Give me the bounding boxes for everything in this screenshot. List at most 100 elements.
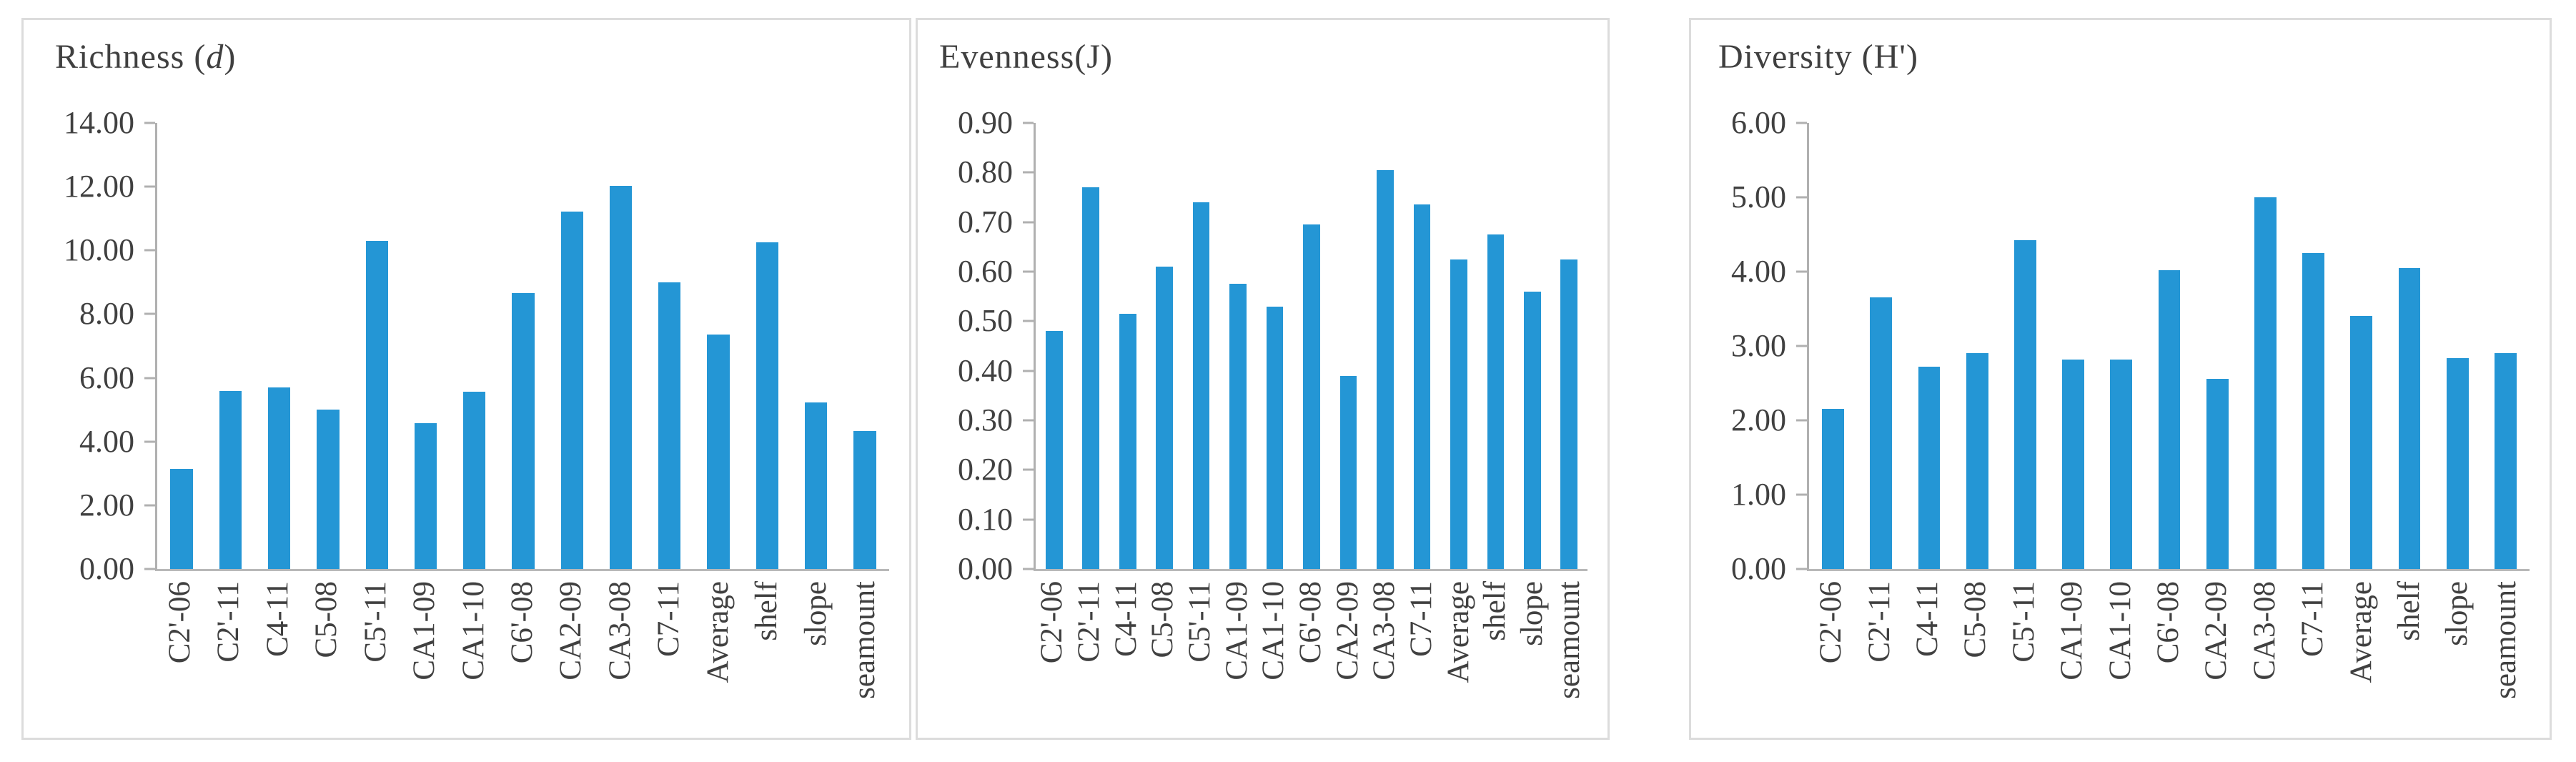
- x-axis-label: C7-11: [2296, 581, 2330, 657]
- plot-area: 0.00 1.00 2.00 3.00 4.00 5.00 6.00: [1731, 107, 2530, 585]
- x-label-slot: CA2-09: [2192, 571, 2240, 732]
- x-label-slot: C5'-11: [2000, 571, 2048, 732]
- x-label-slot: C4-11: [253, 571, 302, 732]
- bar-slot: [157, 123, 206, 569]
- y-axis-tick: [1023, 568, 1034, 570]
- bar-Average: [1450, 259, 1467, 569]
- y-axis-tick-label: 4.00: [1731, 254, 1786, 289]
- y-axis-tick: [1023, 419, 1034, 422]
- y-axis-tick: [1023, 468, 1034, 471]
- x-axis-label: C5-08: [1146, 581, 1180, 658]
- x-axis-label: C2'-06: [1814, 581, 1848, 664]
- x-label-slot: C6'-08: [497, 571, 546, 732]
- x-label-slot: shelf: [743, 571, 791, 732]
- x-axis-label: C4-11: [260, 581, 294, 657]
- bar-slot: [2145, 123, 2193, 569]
- bar-slot: [2097, 123, 2145, 569]
- bar-CA2-09: [2206, 378, 2229, 569]
- y-axis-tick-label: 0.00: [1731, 551, 1786, 586]
- x-axis-label: C2'-11: [1072, 581, 1106, 663]
- evenness-chart-title: Evenness(J): [939, 37, 1113, 76]
- bar-slot: [304, 123, 352, 569]
- x-label-slot: C2'-11: [1071, 571, 1108, 732]
- x-axis-label: C7-11: [1405, 581, 1439, 657]
- bar-slope: [1523, 291, 1541, 569]
- bar-slot: [1219, 123, 1256, 569]
- bar-shelf: [1487, 234, 1505, 569]
- y-axis-tick-label: 10.00: [64, 232, 134, 268]
- bar-CA1-10: [463, 391, 486, 569]
- bar-C2'-11: [1082, 187, 1100, 569]
- x-axis-label: Average: [700, 581, 735, 683]
- bar-slot: [596, 123, 645, 569]
- x-axis-label: shelf: [1478, 581, 1512, 641]
- bar-slot: [791, 123, 840, 569]
- bar-C7-11: [2302, 253, 2325, 569]
- x-label-slot: CA3-08: [2241, 571, 2289, 732]
- y-axis-tick-label: 0.20: [958, 452, 1013, 488]
- bar-seamount: [853, 431, 876, 569]
- y-axis-tick: [144, 312, 155, 315]
- title-italic-text: d: [206, 38, 224, 76]
- x-label-slot: CA1-09: [400, 571, 448, 732]
- bar-slot: [1036, 123, 1072, 569]
- evenness-chart-panel: Evenness(J) 0.00 0.10 0.20 0.30 0.40 0.50 0.60…: [916, 18, 1610, 740]
- x-axis-label: shelf: [750, 581, 784, 641]
- y-axis-tick-label: 2.00: [79, 487, 134, 523]
- bar-C4-11: [1918, 367, 1941, 569]
- x-label-slot: seamount: [2482, 571, 2530, 732]
- x-label-slot: Average: [693, 571, 742, 732]
- bar-slot: [2241, 123, 2289, 569]
- plot-area: 0.00 2.00 4.00 6.00 8.00 10.00 12.00 14.00: [64, 107, 889, 585]
- x-label-slot: CA1-10: [449, 571, 497, 732]
- x-label-slot: shelf: [1477, 571, 1514, 732]
- x-axis-label: slope: [798, 581, 833, 646]
- y-axis-tick: [1023, 270, 1034, 273]
- bar-slot: [1440, 123, 1477, 569]
- bar-slot: [2001, 123, 2049, 569]
- bar-slot: [1551, 123, 1587, 569]
- bar-slot: [1183, 123, 1219, 569]
- bar-slot: [1330, 123, 1367, 569]
- y-axis-tick-label: 0.40: [958, 352, 1013, 388]
- richness-chart-title: Richness (d): [55, 37, 236, 76]
- bar-slot: [743, 123, 791, 569]
- bar-C2'-06: [1045, 331, 1063, 569]
- bar-C7-11: [658, 282, 681, 569]
- x-label-slot: C4-11: [1903, 571, 1951, 732]
- bar-C5-08: [1156, 267, 1173, 569]
- bar-slot: [1404, 123, 1440, 569]
- x-axis-label: Average: [1441, 581, 1475, 683]
- y-axis-tick-label: 0.90: [958, 105, 1013, 140]
- y-axis-tick: [1023, 122, 1034, 124]
- bar-shelf: [756, 242, 779, 569]
- bar-C2'-11: [219, 391, 242, 569]
- plot-area: 0.00 0.10 0.20 0.30 0.40 0.50 0.60 0.70 0.80 0.90: [958, 107, 1587, 585]
- x-axis-label: slope: [1515, 581, 1550, 646]
- diversity-chart-title: Diversity (H'): [1718, 37, 1918, 76]
- bars-container: [1809, 123, 2530, 569]
- bar-slot: [2434, 123, 2482, 569]
- x-axis-label: CA2-09: [554, 581, 588, 681]
- bar-slot: [450, 123, 499, 569]
- x-label-slot: C7-11: [2289, 571, 2337, 732]
- bar-CA1-10: [2110, 359, 2133, 569]
- bar-slope: [804, 402, 828, 569]
- y-axis-tick: [1796, 493, 1807, 496]
- x-axis-label: CA2-09: [1330, 581, 1364, 681]
- x-axis-label: CA1-09: [1219, 581, 1254, 681]
- bar-slope: [2446, 357, 2469, 569]
- y-axis-tick: [1796, 196, 1807, 199]
- x-label-slot: C5'-11: [1182, 571, 1219, 732]
- y-axis-tick: [1796, 568, 1807, 570]
- y-axis-tick-label: 6.00: [79, 360, 134, 395]
- bar-slot: [352, 123, 401, 569]
- title-text: ): [224, 38, 237, 76]
- y-axis-tick-label: 0.50: [958, 303, 1013, 339]
- x-axis-label: CA1-09: [407, 581, 442, 681]
- x-axis-label: C6'-08: [2151, 581, 2186, 664]
- y-axis-tick-label: 6.00: [1731, 105, 1786, 140]
- y-axis-tick-label: 0.60: [958, 254, 1013, 289]
- bar-slot: [694, 123, 743, 569]
